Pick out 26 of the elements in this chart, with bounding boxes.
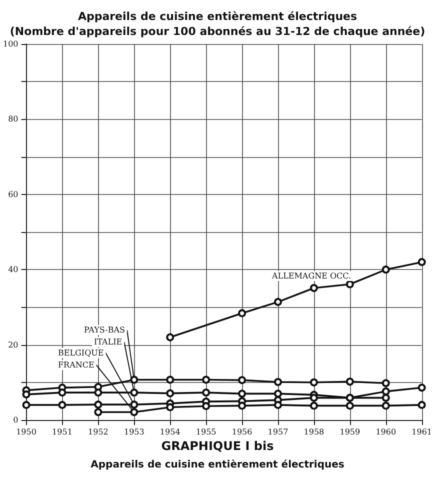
y-tick-label: 0 (13, 416, 18, 424)
y-tick-label: 20 (8, 340, 18, 350)
x-tick-label: 1958 (304, 428, 324, 436)
y-tick-label: 60 (8, 190, 18, 199)
text: ITALIE (94, 338, 122, 346)
x-tick-label: 1954 (160, 428, 180, 436)
text: GRAPHIQUE I bis (161, 439, 274, 453)
x-tick-label: 1952 (88, 428, 108, 436)
x-tick-label: 1959 (340, 428, 360, 436)
series-label: ALLEMAGNE OCC. (271, 272, 352, 280)
x-tick-label: 1957 (268, 428, 288, 436)
x-tick-label: 1953 (124, 428, 144, 436)
x-tick-label: 1950 (16, 428, 36, 436)
text: Appareils de cuisine entièrement électriques (90, 460, 344, 470)
y-tick-label: 80 (8, 114, 18, 124)
y-tick-label: 100 (2, 40, 18, 48)
x-tick-label: 1955 (196, 428, 216, 436)
text: BELGIQUE (58, 348, 104, 358)
x-tick-label: 1960 (376, 428, 396, 436)
text: PAYS-BAS (84, 326, 125, 334)
text: FRANCE (58, 360, 94, 370)
y-tick-label: 40 (8, 265, 18, 274)
x-tick-label: 1951 (52, 428, 72, 436)
x-tick-label: 1961 (412, 428, 432, 436)
chart-title: Appareils de cuisine entièrement électriques (Nombre d'appareils pour 100 abonnés au 31-12 de chaque année) (10, 10, 426, 38)
x-tick-label: 1956 (232, 428, 252, 436)
